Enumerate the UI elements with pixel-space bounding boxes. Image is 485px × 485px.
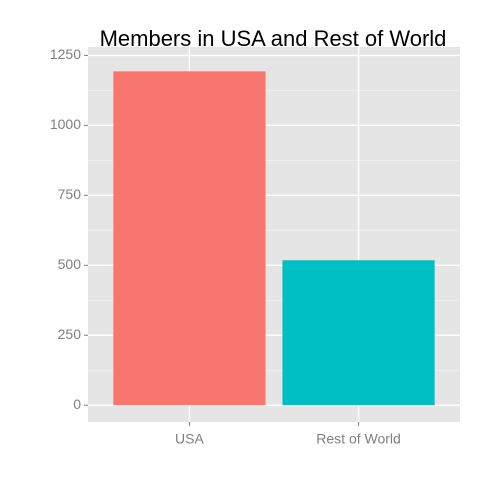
chart-title: Members in USA and Rest of World bbox=[100, 26, 447, 51]
x-tick-label: USA bbox=[175, 431, 204, 447]
bar bbox=[113, 71, 266, 406]
y-tick-label: 750 bbox=[58, 186, 82, 202]
y-tick-label: 0 bbox=[73, 396, 81, 412]
x-tick-label: Rest of World bbox=[316, 431, 401, 447]
y-tick-label: 500 bbox=[58, 256, 82, 272]
y-tick-label: 250 bbox=[58, 326, 82, 342]
y-tick-label: 1000 bbox=[50, 116, 81, 132]
y-tick-label: 1250 bbox=[50, 46, 81, 62]
bar bbox=[282, 260, 435, 406]
